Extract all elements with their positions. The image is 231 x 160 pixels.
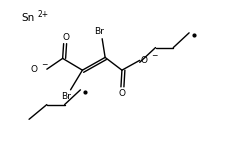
Text: Sn: Sn xyxy=(21,13,34,23)
Text: Br: Br xyxy=(61,92,70,101)
Text: −: − xyxy=(151,51,157,60)
Text: −: − xyxy=(41,60,47,69)
Text: Br: Br xyxy=(94,27,104,36)
Text: O: O xyxy=(30,65,37,74)
Text: O: O xyxy=(119,89,125,98)
Text: 2+: 2+ xyxy=(38,10,49,19)
Text: O: O xyxy=(140,56,147,65)
Text: O: O xyxy=(62,33,69,42)
